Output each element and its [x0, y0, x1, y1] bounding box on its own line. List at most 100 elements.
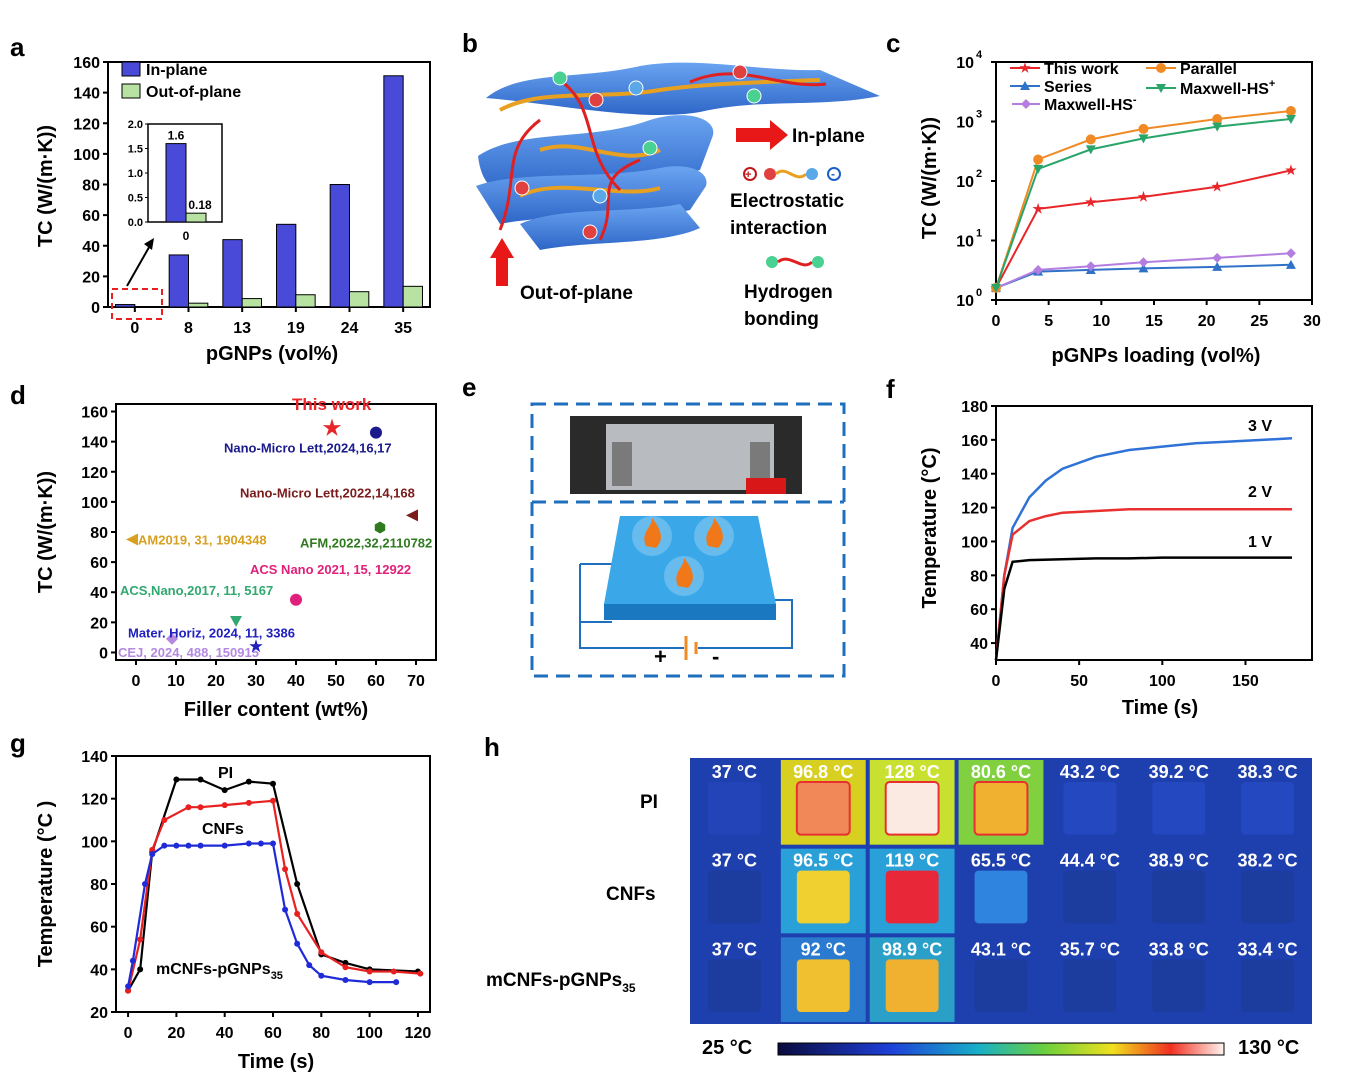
series-point — [1138, 134, 1149, 144]
scatter-label: ACS,Nano,2017, 11, 5167 — [120, 583, 273, 598]
series-point — [137, 966, 144, 973]
bead-icon — [806, 168, 818, 180]
x-tick-label: 0 — [992, 673, 1001, 690]
y-tick-label: 120 — [81, 465, 108, 482]
inset-bar — [185, 212, 207, 223]
bond-bead — [552, 70, 568, 86]
inset-y-tick-label: 0.0 — [128, 217, 143, 229]
scatter-point — [374, 521, 386, 534]
bond-bead — [732, 64, 748, 80]
circuit-wire-bottom — [579, 622, 684, 649]
legend-series: Series — [1044, 79, 1092, 96]
y-tick-label: 120 — [81, 792, 108, 809]
thermal-temperature: 33.8 °C — [1149, 939, 1209, 959]
series-point — [1212, 122, 1223, 132]
bond-bead — [642, 140, 658, 156]
thermal-sample — [708, 959, 761, 1012]
thermal-temperature: 37 °C — [712, 939, 757, 959]
chain-3 — [519, 185, 661, 198]
panel-e-schematic: + - — [530, 402, 846, 678]
y-tick-label: 20 — [90, 615, 108, 632]
bar-in-plane — [168, 254, 189, 308]
panel-label-e: e — [462, 372, 476, 402]
scatter-point — [290, 593, 302, 606]
x-tick-label: 24 — [341, 320, 359, 337]
in-plane-arrow-head — [770, 120, 788, 150]
series-point — [161, 842, 168, 849]
thermal-sample — [708, 870, 761, 924]
y-tick-label: 100 — [73, 147, 100, 164]
heat-path-2 — [559, 78, 622, 192]
series-point — [245, 799, 252, 806]
bar-out-of-plane — [241, 298, 262, 308]
label-mcnfs: mCNFs-pGNPs35 — [156, 961, 283, 982]
x-tick-label: 35 — [394, 320, 412, 337]
series-point — [393, 979, 400, 986]
series-point — [1211, 180, 1223, 192]
panel-d-axes: 0 10 20 30 40 50 60 70 0 20 40 60 80 100 120 140 160 — [81, 403, 437, 690]
thermal-sample — [1152, 959, 1206, 1012]
series-point — [173, 842, 180, 849]
flame-icon — [676, 558, 693, 588]
legend-marker — [1021, 99, 1031, 109]
scatter-point — [126, 533, 138, 546]
panel-a-bar-chart: 0 20 40 60 80 100 120 140 160 0 8 13 19 24 35 In-plane… — [35, 55, 431, 365]
x-tick-label: 60 — [367, 673, 385, 690]
panel-g-xlabel: Time (s) — [238, 1051, 314, 1073]
series-point — [1285, 115, 1296, 125]
panel-label-c: c — [886, 28, 900, 58]
legend-maxwell-minus: Maxwell-HS- — [1044, 94, 1137, 114]
chain-icon — [774, 169, 808, 179]
y-tick-label: 120 — [73, 116, 100, 133]
y-tick-label: 40 — [90, 962, 108, 979]
series-line — [127, 778, 418, 992]
y-tick-label: 60 — [90, 920, 108, 937]
y-tick-exponent: 4 — [976, 49, 983, 61]
y-tick-label: 10 — [956, 174, 974, 191]
x-tick-label: 20 — [207, 673, 225, 690]
panel-label-f: f — [886, 374, 895, 404]
series-line — [994, 508, 1292, 661]
scatter-label: AFM,2022,32,2110782 — [300, 535, 432, 550]
panel-d-ylabel: TC (W/(m·K)) — [35, 471, 57, 593]
inset-y-tick-label: 2.0 — [128, 119, 143, 131]
legend-label-out-of-plane: Out-of-plane — [146, 84, 241, 101]
panel-d-scatter-chart: 0 10 20 30 40 50 60 70 0 20 40 60 80 100 120 140 160 Thi… — [35, 395, 437, 721]
series-point — [294, 910, 301, 917]
row-label-mcnfs: mCNFs-pGNPs35 — [486, 970, 636, 995]
series-point — [221, 802, 228, 809]
thermal-sample — [884, 781, 940, 836]
panel-f-line-chart: 0 50 100 150 40 60 80 100 120 140 160 180 3 V 2 V 1… — [919, 399, 1313, 719]
inset-y-tick-label: 1.5 — [128, 144, 143, 156]
thermal-sample — [1241, 959, 1294, 1012]
temperature-colorbar — [777, 1042, 1225, 1056]
heater-frame — [530, 402, 846, 678]
hydrogen-label-1: Hydrogen — [744, 282, 833, 303]
x-tick-label: 13 — [233, 320, 251, 337]
left-electrode-clip — [612, 442, 632, 486]
thermal-grid: 37 °C 96.8 °C 128 °C 80.6 °C 43.2 °C 39.2 °C 3… — [708, 760, 1298, 1022]
thermal-sample — [973, 781, 1029, 836]
x-tick-label: 0 — [992, 313, 1001, 330]
inset-data-label: 0.18 — [188, 198, 212, 212]
inset-arrow-head — [144, 238, 154, 250]
scatter-point — [370, 426, 382, 439]
series-point — [125, 987, 132, 994]
series-point — [1285, 248, 1296, 259]
y-tick-label: 80 — [90, 877, 108, 894]
x-tick-label: 25 — [1250, 313, 1268, 330]
series-line — [995, 110, 1292, 289]
x-tick-label: 20 — [167, 1025, 185, 1042]
x-tick-label: 70 — [407, 673, 425, 690]
y-tick-exponent: 2 — [976, 168, 982, 180]
scatter-label: This work — [292, 395, 372, 414]
series-point — [306, 962, 313, 969]
scale-min-label: 25 °C — [702, 1037, 752, 1059]
y-tick-label: 80 — [82, 178, 100, 195]
series-line — [995, 118, 1292, 289]
series-point — [1033, 264, 1044, 275]
y-tick-label: 100 — [81, 834, 108, 851]
y-tick-label: 140 — [81, 749, 108, 766]
thermal-temperature: 80.6 °C — [971, 762, 1031, 782]
